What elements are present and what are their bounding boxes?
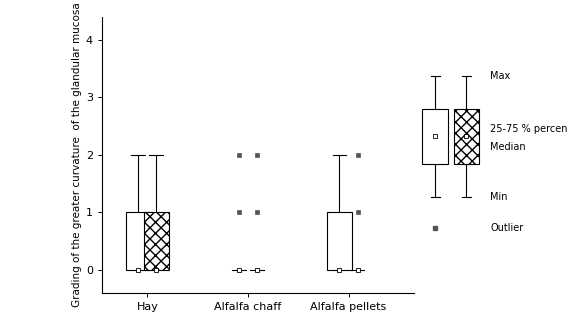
Text: 25-75 % percentile: 25-75 % percentile bbox=[490, 124, 567, 134]
Text: Min: Min bbox=[490, 191, 508, 202]
Text: Max: Max bbox=[490, 71, 511, 81]
Text: Median: Median bbox=[490, 142, 526, 152]
Y-axis label: Grading of the greater curvature  of the glandular mucosa: Grading of the greater curvature of the … bbox=[72, 2, 82, 307]
Text: Outlier: Outlier bbox=[490, 223, 524, 233]
Bar bbox=[126, 212, 151, 270]
Bar bbox=[327, 212, 352, 270]
Bar bbox=[144, 212, 169, 270]
